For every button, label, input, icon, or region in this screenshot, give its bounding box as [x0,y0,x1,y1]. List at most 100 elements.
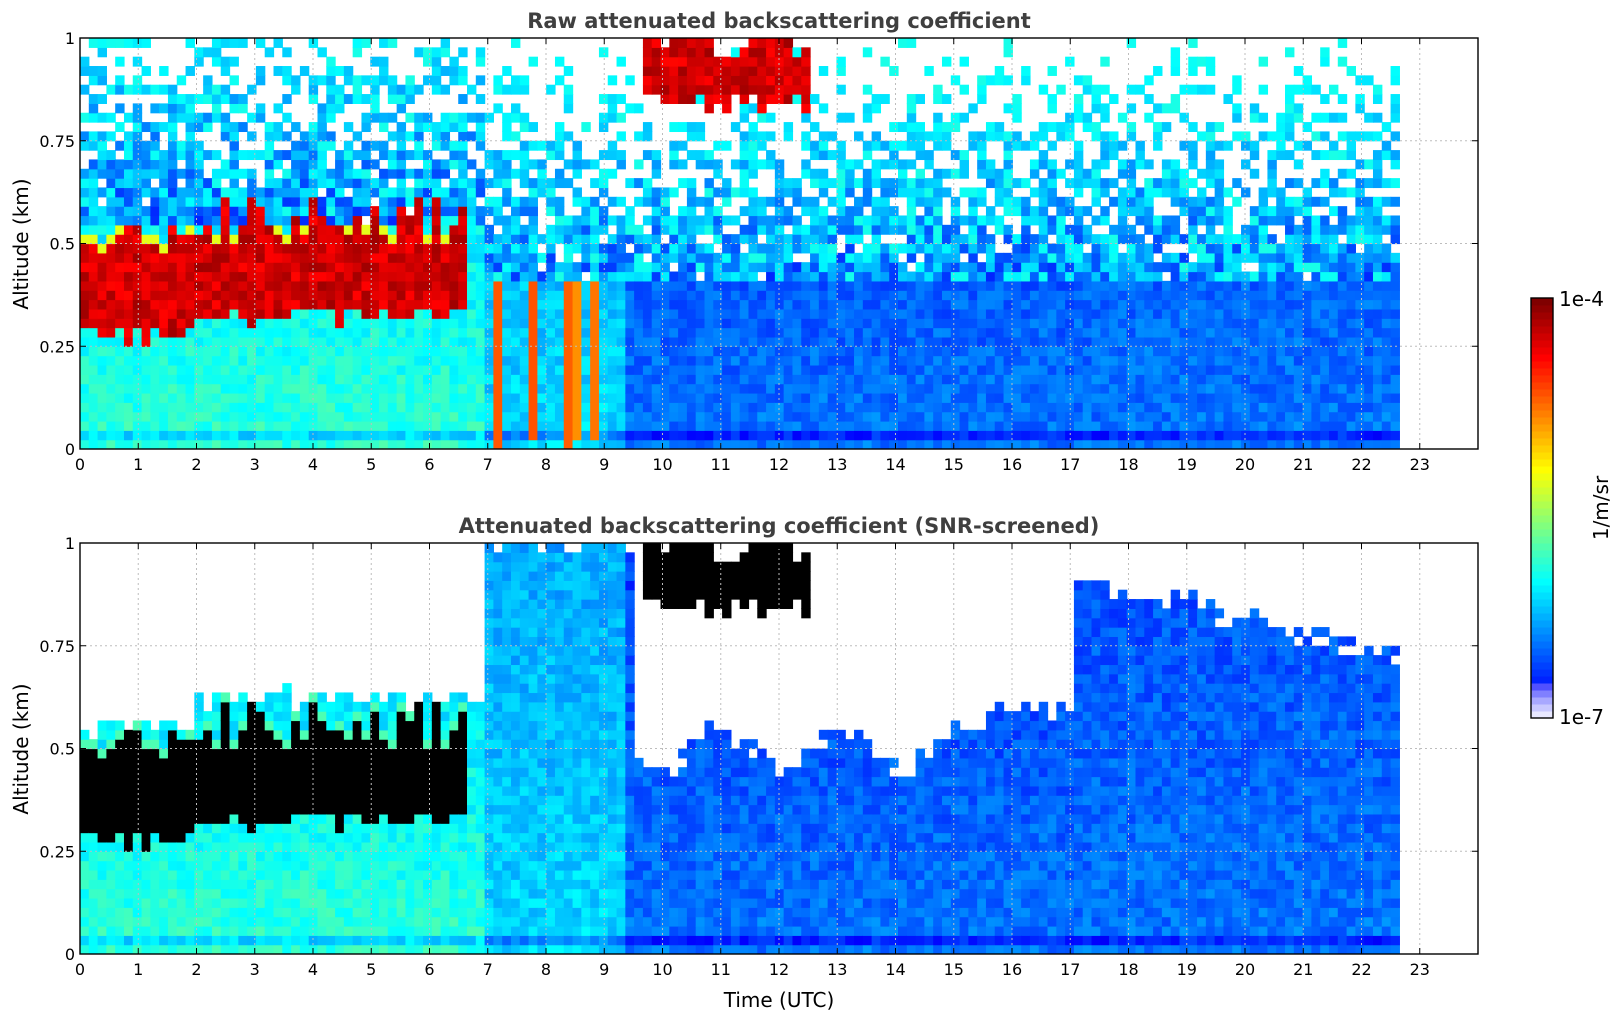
heat-cell [176,439,187,449]
heat-cell [1091,84,1101,95]
heat-cell [1320,243,1330,254]
heat-cell [1249,420,1260,431]
heat-cell [1355,439,1365,449]
heat-cell [651,150,662,161]
heat-cell [959,392,969,403]
heat-cell [370,430,380,441]
heat-cell [238,392,248,403]
heat-cell [1285,103,1295,114]
heat-cell [1047,383,1057,394]
heat-cell [1311,318,1321,329]
heat-cell [598,439,609,449]
heat-cell [1091,402,1101,413]
heat-cell [1117,252,1128,263]
heat-cell [326,374,336,385]
heat-cell [722,392,732,403]
heat-cell [449,196,459,207]
heat-cell [176,103,187,114]
heat-cell [449,299,459,310]
heat-cell [1065,355,1075,366]
heat-cell [1223,346,1233,357]
heat-cell [1170,47,1181,58]
heat-cell [686,290,697,301]
heat-cell [792,355,802,366]
heat-cell [1179,271,1189,282]
heat-cell [739,420,750,431]
heat-cell [686,402,697,413]
heat-cell [299,252,310,263]
heat-cell [405,374,415,385]
heat-cell [845,178,855,189]
heat-cell [783,383,794,394]
heat-cell [1267,299,1277,310]
heat-cell [678,346,688,357]
heat-cell [1012,131,1022,142]
heat-cell [502,224,512,235]
heat-cell [449,383,459,394]
heat-cell [379,318,389,329]
heat-cell [1082,206,1093,217]
heat-cell [282,215,292,226]
heat-cell [1285,290,1295,301]
heat-cell [1012,290,1022,301]
heat-cell [554,178,565,189]
heat-cell [150,364,160,375]
heat-cell [704,420,714,431]
heat-cell [361,224,371,235]
heat-cell [590,252,600,263]
heat-cell [141,318,151,329]
heat-cell [176,112,187,123]
heat-cell [335,178,345,189]
heat-cell [678,383,688,394]
heat-cell [150,131,160,142]
heat-cell [818,168,829,179]
heat-cell [1109,374,1119,385]
heat-cell [220,159,231,170]
heat-cell [994,299,1005,310]
heat-cell [1364,392,1374,403]
heat-cell [810,374,820,385]
heat-cell [167,112,178,123]
heat-cell [1100,364,1110,375]
heat-cell [783,402,794,413]
heat-cell [1126,327,1137,338]
heat-cell [1073,159,1084,170]
heat-cell [1232,196,1242,207]
heat-cell [405,411,415,422]
heat-cell [493,430,503,441]
heat-cell [220,280,231,291]
heat-cell [1144,187,1154,198]
heat-cell [387,402,398,413]
heat-cell [1029,280,1040,291]
heat-cell [141,346,151,357]
heat-cell [836,215,846,226]
heat-cell [959,430,969,441]
heat-cell [431,420,442,431]
heat-cell [598,252,609,263]
heat-cell [1065,346,1075,357]
heat-cell [1205,430,1216,441]
heat-cell [1311,224,1321,235]
heat-cell [150,252,160,263]
heat-cell [88,402,99,413]
heat-cell [1355,271,1365,282]
heat-cell [915,150,925,161]
heat-cell [801,66,811,76]
heat-cell [1144,75,1154,86]
heat-cell [1091,131,1101,142]
heat-cell [194,206,204,217]
heat-cell [941,392,952,403]
heat-cell [1188,66,1198,76]
heat-cell [352,47,363,58]
heat-cell [994,383,1005,394]
heat-cell [1029,206,1040,217]
heat-cell [1021,346,1031,357]
heat-cell [80,411,90,422]
heat-cell [1258,290,1269,301]
heat-cell [871,206,882,217]
heat-cell [1337,94,1348,104]
heat-cell [977,420,987,431]
heat-cell [730,392,741,403]
heat-cell [370,420,380,431]
heat-cell [115,75,125,86]
